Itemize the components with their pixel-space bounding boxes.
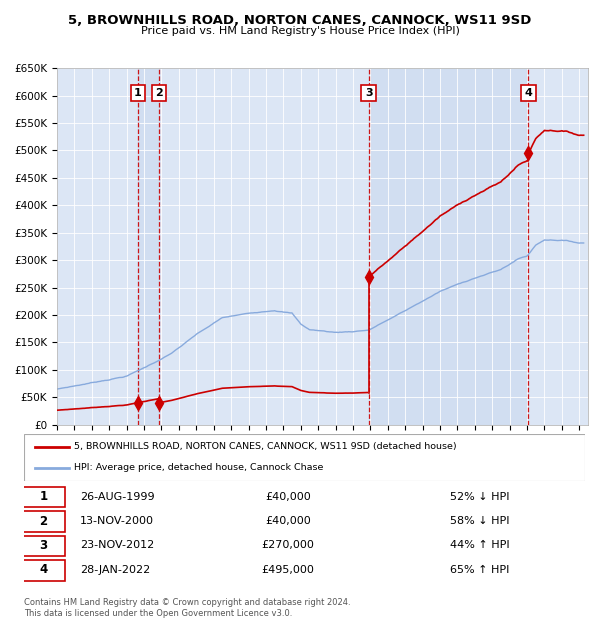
Text: HPI: Average price, detached house, Cannock Chase: HPI: Average price, detached house, Cann… <box>74 463 324 472</box>
Text: £270,000: £270,000 <box>261 541 314 551</box>
FancyBboxPatch shape <box>23 560 65 581</box>
Text: 1: 1 <box>134 88 142 98</box>
Text: Contains HM Land Registry data © Crown copyright and database right 2024.
This d: Contains HM Land Registry data © Crown c… <box>24 598 350 618</box>
FancyBboxPatch shape <box>23 512 65 532</box>
Text: 1: 1 <box>40 490 47 503</box>
Text: 28-JAN-2022: 28-JAN-2022 <box>80 565 151 575</box>
Text: 26-AUG-1999: 26-AUG-1999 <box>80 492 155 502</box>
FancyBboxPatch shape <box>24 434 585 481</box>
Text: 2: 2 <box>40 515 47 528</box>
Text: Price paid vs. HM Land Registry's House Price Index (HPI): Price paid vs. HM Land Registry's House … <box>140 26 460 36</box>
FancyBboxPatch shape <box>23 487 65 507</box>
Text: 23-NOV-2012: 23-NOV-2012 <box>80 541 154 551</box>
Text: £40,000: £40,000 <box>265 492 311 502</box>
Text: 44% ↑ HPI: 44% ↑ HPI <box>451 541 510 551</box>
Bar <box>138 68 159 425</box>
Text: £40,000: £40,000 <box>265 516 311 526</box>
Text: 65% ↑ HPI: 65% ↑ HPI <box>451 565 510 575</box>
Text: 52% ↓ HPI: 52% ↓ HPI <box>451 492 510 502</box>
Bar <box>368 68 529 425</box>
Text: £495,000: £495,000 <box>261 565 314 575</box>
Text: 4: 4 <box>524 88 532 98</box>
Text: 3: 3 <box>365 88 373 98</box>
Text: 2: 2 <box>155 88 163 98</box>
Text: 5, BROWNHILLS ROAD, NORTON CANES, CANNOCK, WS11 9SD (detached house): 5, BROWNHILLS ROAD, NORTON CANES, CANNOC… <box>74 442 457 451</box>
Text: 13-NOV-2000: 13-NOV-2000 <box>80 516 154 526</box>
FancyBboxPatch shape <box>23 536 65 556</box>
Text: 3: 3 <box>40 539 47 552</box>
Text: 4: 4 <box>40 564 48 577</box>
Text: 5, BROWNHILLS ROAD, NORTON CANES, CANNOCK, WS11 9SD: 5, BROWNHILLS ROAD, NORTON CANES, CANNOC… <box>68 14 532 27</box>
Text: 58% ↓ HPI: 58% ↓ HPI <box>451 516 510 526</box>
